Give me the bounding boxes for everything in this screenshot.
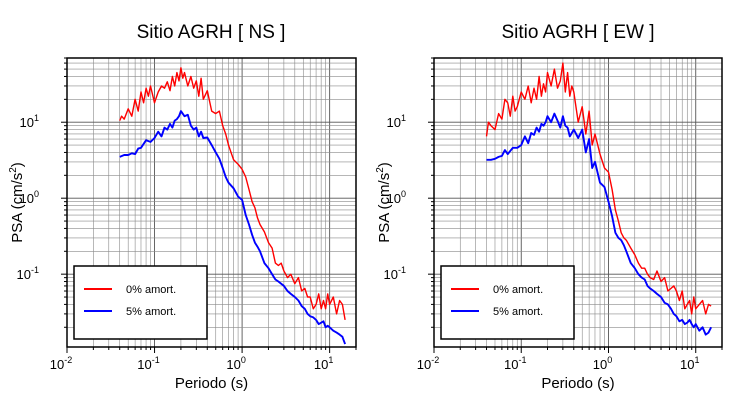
- x-tick-exponent: -1: [152, 355, 160, 365]
- x-tick-exponent: 1: [328, 355, 333, 365]
- y-tick-exponent: 0: [34, 189, 39, 199]
- y-tick-label: 101: [20, 113, 39, 130]
- x-tick-label: 10-1: [504, 355, 526, 372]
- x-tick-label: 101: [680, 355, 699, 372]
- chart-title: Sitio AGRH [ EW ]: [501, 22, 654, 43]
- y-tick-base: 10: [17, 267, 31, 282]
- chart-panel-ew: Sitio AGRH [ EW ]10-2 10-1 100 10110-110010…: [375, 22, 723, 392]
- x-axis-label: Periodo (s): [541, 375, 614, 392]
- series-line-undamped: [485, 62, 712, 315]
- legend-box: [440, 265, 575, 340]
- legend: 0% amort. 5% amort.: [73, 265, 208, 340]
- x-tick-exponent: 0: [241, 355, 246, 365]
- y-tick-exponent: 1: [34, 113, 39, 123]
- x-tick-base: 10: [314, 357, 328, 372]
- x-tick-label: 10-2: [417, 355, 439, 372]
- legend-label: 5% amort.: [493, 306, 543, 318]
- y-tick-base: 10: [387, 115, 401, 130]
- x-tick-base: 10: [226, 357, 240, 372]
- x-tick-label: 10-2: [50, 355, 72, 372]
- x-tick-exponent: -2: [431, 355, 439, 365]
- y-tick-exponent: -1: [31, 265, 39, 275]
- x-tick-exponent: -2: [64, 355, 72, 365]
- x-tick-exponent: -1: [518, 355, 526, 365]
- x-tick-base: 10: [504, 357, 518, 372]
- y-axis-label: PSA (cm/s2): [8, 162, 26, 243]
- legend-label: 0% amort.: [493, 284, 543, 296]
- plot-frame: [66, 57, 357, 348]
- legend-label: 0% amort.: [126, 284, 176, 296]
- x-tick-label: 101: [314, 355, 333, 372]
- chart-panel-ns: Sitio AGRH [ NS ]10-2 10-1 100 10110-110010…: [8, 22, 357, 392]
- legend-label: 5% amort.: [126, 306, 176, 318]
- x-tick-base: 10: [593, 357, 607, 372]
- x-tick-label: 10-1: [137, 355, 159, 372]
- x-tick-base: 10: [50, 357, 64, 372]
- y-tick-label: 10-1: [384, 265, 406, 282]
- x-tick-base: 10: [137, 357, 151, 372]
- legend-box: [73, 265, 208, 340]
- y-tick-exponent: 0: [401, 189, 406, 199]
- y-axis-label-end: ): [376, 162, 393, 167]
- plot-frame: [433, 57, 723, 348]
- series-line-damped: [119, 110, 346, 345]
- y-tick-base: 10: [384, 267, 398, 282]
- y-tick-label: 100: [20, 189, 39, 206]
- x-tick-exponent: 0: [607, 355, 612, 365]
- y-axis-label-superscript: 2: [8, 167, 19, 173]
- y-tick-label: 10-1: [17, 265, 39, 282]
- x-tick-label: 100: [593, 355, 612, 372]
- y-axis-label-main: PSA (cm/s: [376, 173, 393, 243]
- chart-title: Sitio AGRH [ NS ]: [137, 22, 286, 43]
- x-tick-base: 10: [417, 357, 431, 372]
- series-line-damped: [486, 112, 712, 336]
- y-tick-exponent: 1: [401, 113, 406, 123]
- y-axis-label-main: PSA (cm/s: [9, 173, 26, 243]
- y-tick-base: 10: [20, 191, 34, 206]
- y-axis-label-superscript: 2: [375, 167, 386, 173]
- x-tick-exponent: 1: [694, 355, 699, 365]
- y-tick-label: 101: [387, 113, 406, 130]
- x-tick-label: 100: [226, 355, 245, 372]
- y-axis-label-end: ): [9, 162, 26, 167]
- series-line-undamped: [119, 67, 346, 321]
- y-tick-base: 10: [387, 191, 401, 206]
- x-axis-label: Periodo (s): [175, 375, 248, 392]
- y-tick-base: 10: [20, 115, 34, 130]
- x-tick-base: 10: [680, 357, 694, 372]
- y-tick-label: 100: [387, 189, 406, 206]
- legend: 0% amort. 5% amort.: [440, 265, 575, 340]
- y-axis-label: PSA (cm/s2): [375, 162, 393, 243]
- y-tick-exponent: -1: [398, 265, 406, 275]
